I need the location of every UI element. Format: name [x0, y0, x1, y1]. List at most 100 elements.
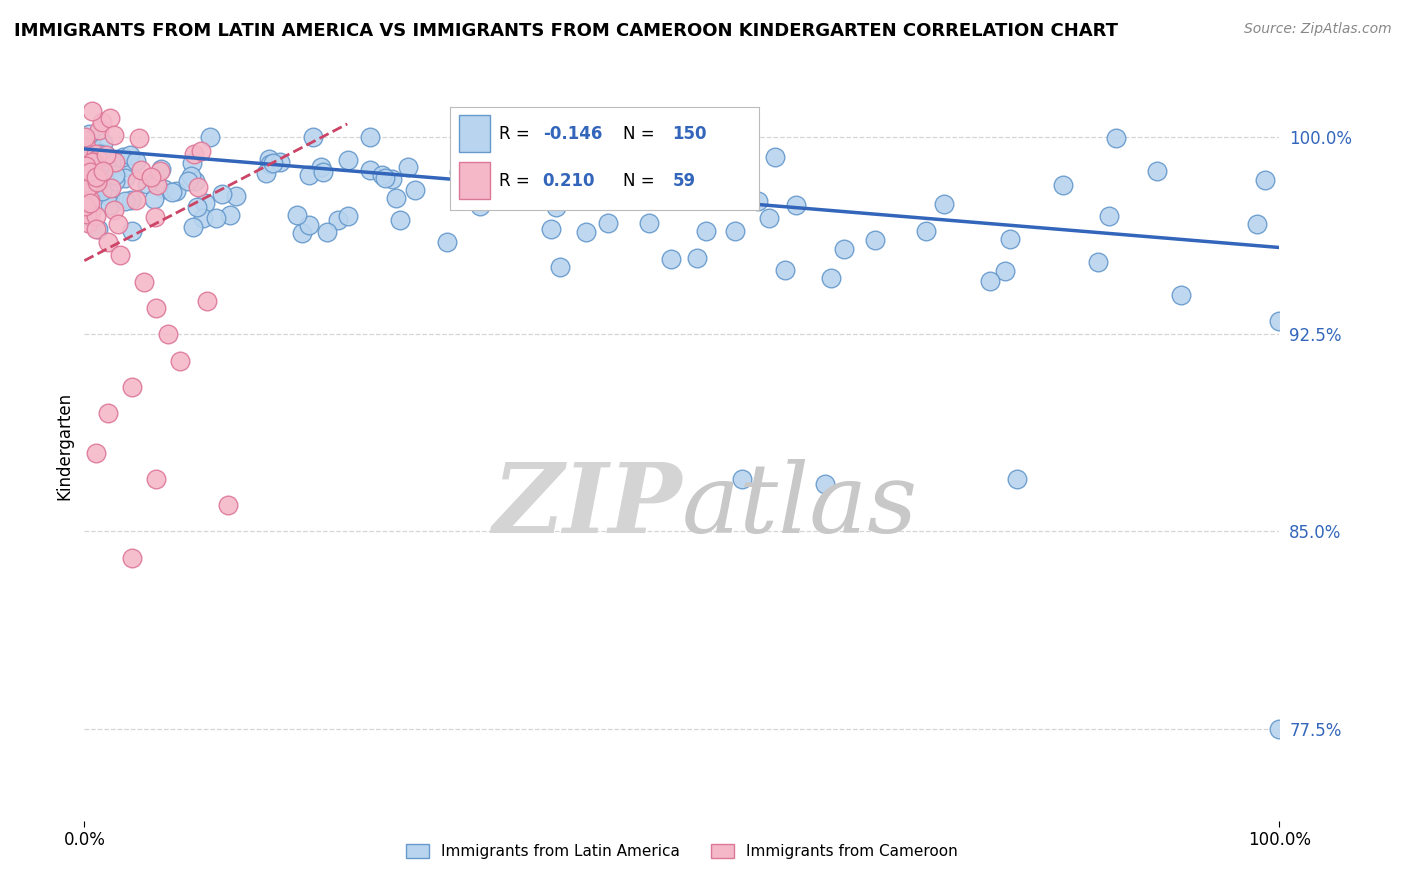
Point — [820, 270, 842, 285]
Point — [94, 150, 117, 164]
Point — [285, 208, 308, 222]
Point — [548, 260, 571, 274]
Point — [75, 130, 97, 145]
Point — [114, 194, 136, 209]
Point — [775, 263, 797, 277]
Point — [75, 159, 97, 173]
Point — [728, 179, 751, 194]
Point — [79, 127, 101, 141]
Point — [404, 183, 426, 197]
Point — [94, 148, 117, 162]
Point — [481, 177, 503, 191]
Point — [121, 224, 143, 238]
Point — [1105, 130, 1128, 145]
Point — [194, 196, 217, 211]
Point — [193, 211, 215, 225]
Point — [302, 130, 325, 145]
Point — [79, 179, 101, 194]
Point — [89, 175, 111, 189]
Point — [104, 174, 127, 188]
Point — [546, 200, 568, 214]
Point — [83, 154, 105, 169]
Point — [82, 160, 104, 174]
Point — [468, 199, 491, 213]
Point — [76, 206, 98, 220]
Point — [311, 165, 333, 179]
Point — [97, 406, 120, 420]
Point — [1246, 217, 1268, 231]
Point — [91, 158, 114, 172]
Text: 150: 150 — [672, 125, 707, 143]
Text: R =: R = — [499, 172, 536, 190]
Point — [139, 169, 162, 184]
Point — [162, 186, 184, 200]
Point — [82, 146, 104, 161]
Point — [82, 155, 104, 169]
Point — [326, 213, 349, 227]
Point — [120, 194, 142, 208]
Point — [257, 152, 280, 166]
Point — [205, 211, 228, 225]
Point — [336, 153, 359, 167]
Point — [125, 174, 148, 188]
Text: 0.210: 0.210 — [543, 172, 595, 190]
Point — [374, 171, 396, 186]
Point — [76, 181, 98, 195]
Point — [165, 184, 187, 198]
Point — [114, 170, 136, 185]
Point — [79, 135, 101, 149]
Point — [540, 221, 562, 235]
Point — [695, 179, 717, 194]
Point — [1087, 254, 1109, 268]
Point — [121, 380, 143, 394]
Point — [84, 209, 107, 223]
Point — [89, 123, 111, 137]
Point — [91, 136, 114, 150]
Point — [180, 169, 202, 183]
Point — [84, 174, 107, 188]
Point — [87, 171, 110, 186]
Point — [91, 168, 114, 182]
Point — [1146, 164, 1168, 178]
Point — [121, 550, 143, 565]
Point — [184, 174, 207, 188]
Point — [150, 162, 173, 177]
Point — [100, 156, 122, 170]
Point — [717, 184, 740, 198]
Point — [149, 164, 172, 178]
Point — [187, 180, 209, 194]
Point — [256, 166, 278, 180]
Point — [86, 222, 108, 236]
Point — [686, 251, 709, 265]
Point — [915, 224, 938, 238]
Point — [994, 264, 1017, 278]
Point — [110, 248, 132, 262]
Text: R =: R = — [499, 125, 536, 143]
Point — [75, 178, 97, 192]
Point — [104, 169, 127, 183]
Point — [143, 210, 166, 224]
Point — [1268, 722, 1291, 736]
Text: N =: N = — [623, 172, 659, 190]
Point — [143, 192, 166, 206]
Point — [112, 160, 135, 174]
Point — [979, 274, 1001, 288]
Point — [77, 134, 100, 148]
Point — [136, 177, 159, 191]
Point — [298, 218, 321, 232]
Point — [82, 165, 104, 179]
Point — [998, 231, 1021, 245]
Point — [195, 294, 218, 309]
Point — [75, 196, 97, 211]
Point — [262, 156, 284, 170]
Point — [90, 145, 112, 160]
Point — [180, 156, 202, 170]
Point — [637, 177, 659, 191]
Legend: Immigrants from Latin America, Immigrants from Cameroon: Immigrants from Latin America, Immigrant… — [401, 838, 963, 865]
Point — [103, 155, 125, 169]
Point — [75, 139, 97, 153]
Text: atlas: atlas — [682, 459, 918, 553]
Point — [87, 171, 110, 186]
Point — [97, 173, 120, 187]
Text: Source: ZipAtlas.com: Source: ZipAtlas.com — [1244, 22, 1392, 37]
